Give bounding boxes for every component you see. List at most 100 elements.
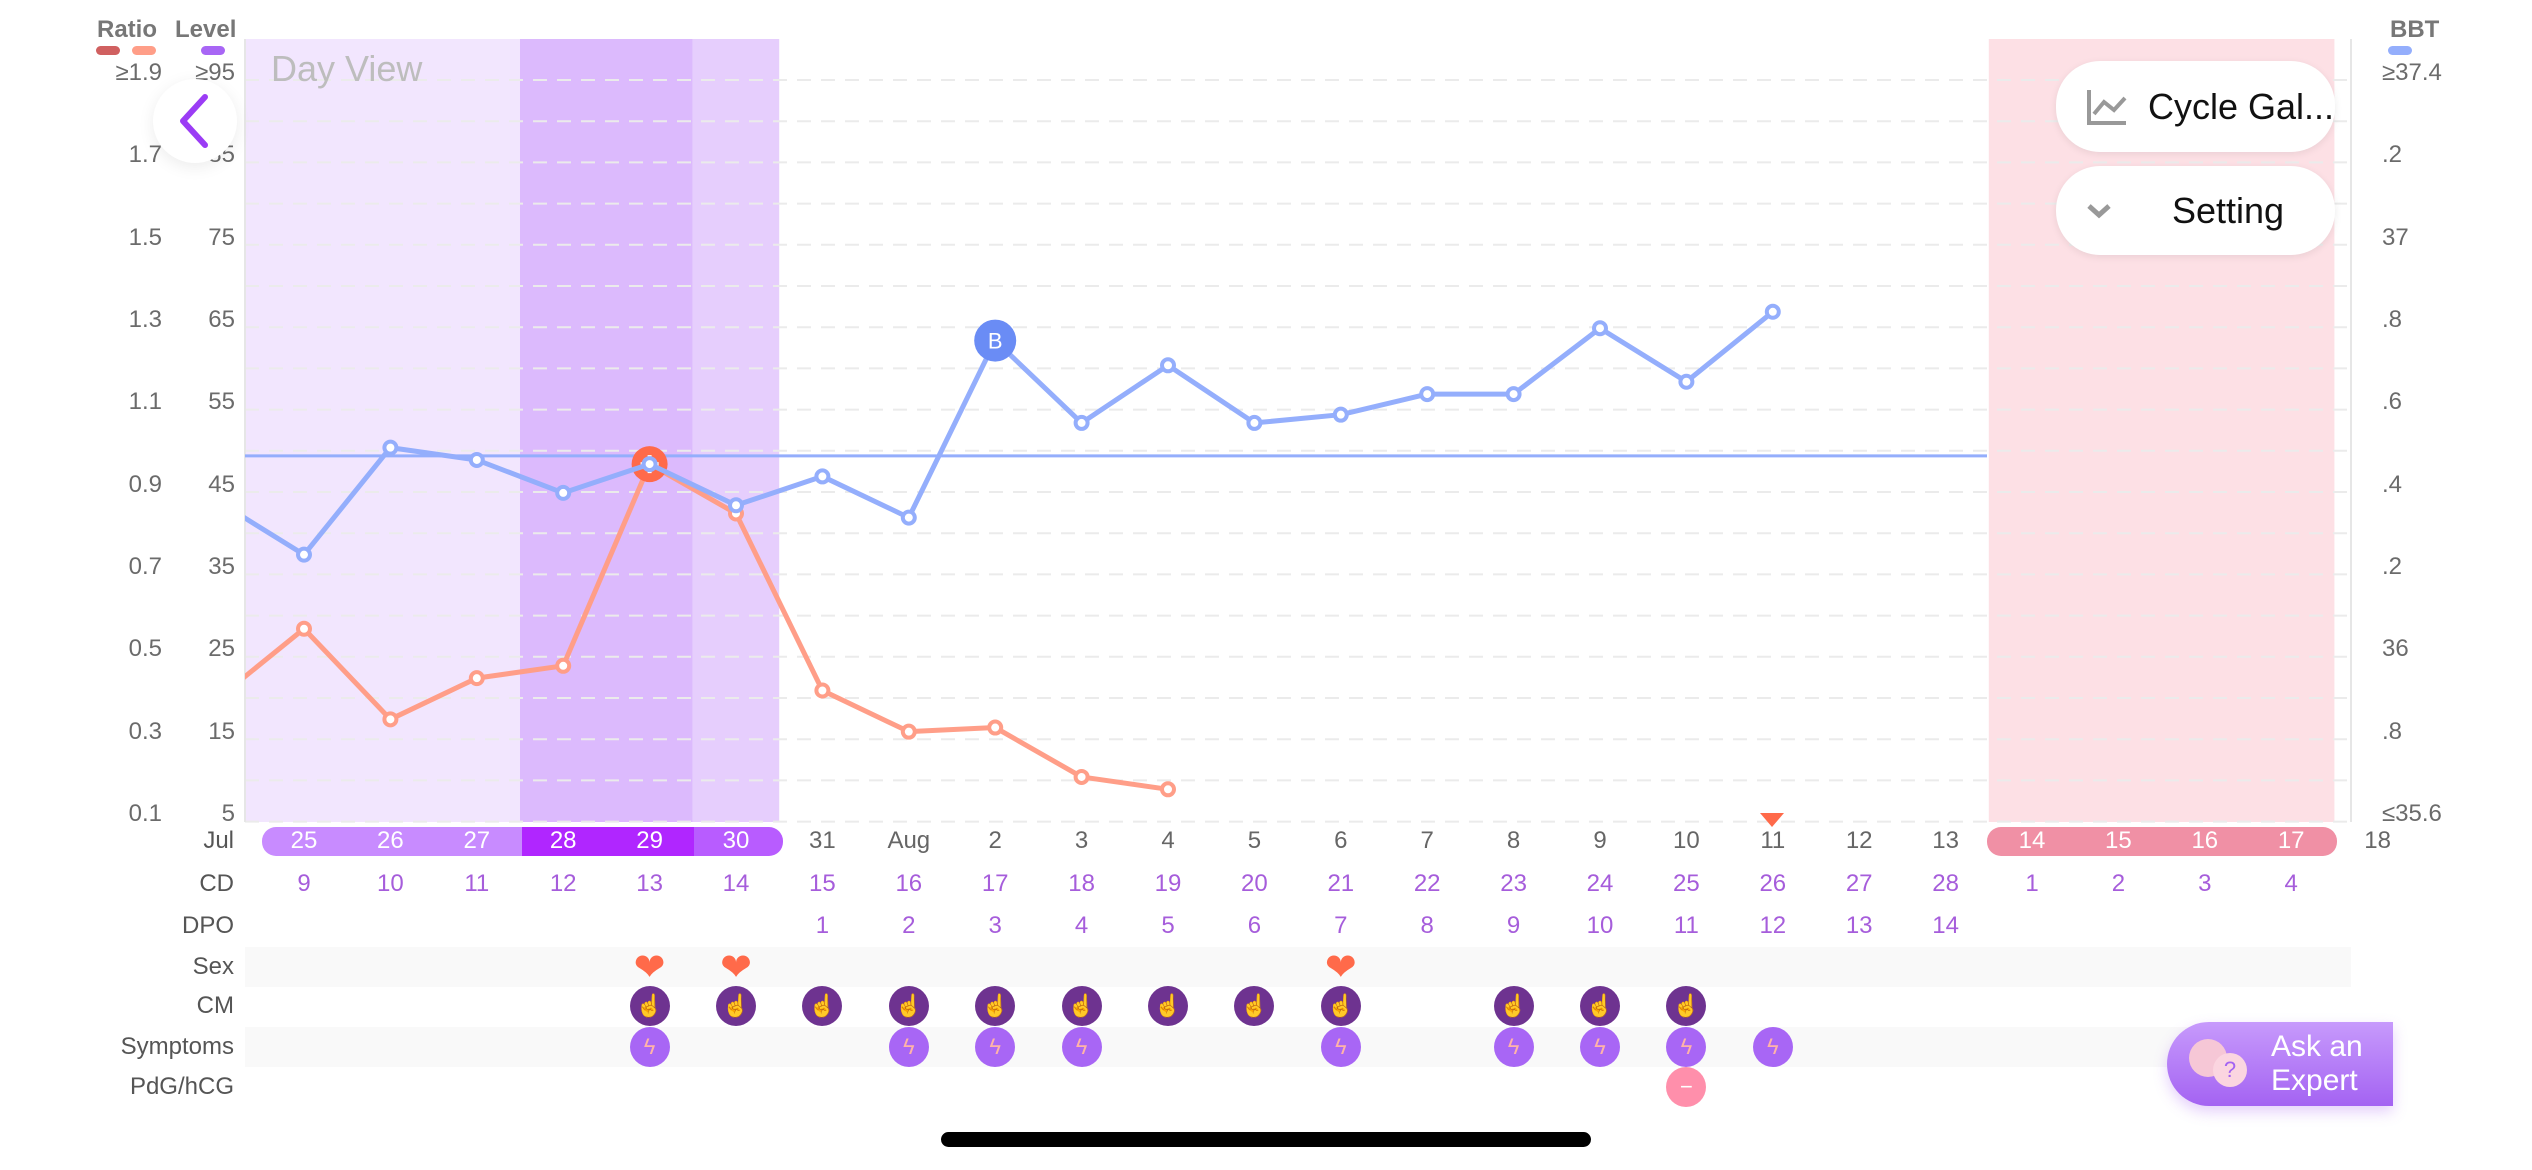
symptom-icon[interactable]: ϟ xyxy=(1666,1027,1707,1067)
cervical-mucus-icon[interactable]: ☝ xyxy=(1234,986,1275,1026)
date-cell[interactable]: 12 xyxy=(1845,827,1873,854)
cd-cell[interactable]: 14 xyxy=(722,870,750,897)
ask-expert-button[interactable]: ? Ask an Expert xyxy=(2167,1022,2393,1106)
home-indicator[interactable] xyxy=(941,1132,1591,1147)
cd-cell[interactable]: 15 xyxy=(809,870,836,897)
ratio-tick: 1.7 xyxy=(128,141,162,169)
symptom-icon[interactable]: ϟ xyxy=(888,1027,929,1067)
dpo-cell[interactable]: 10 xyxy=(1586,912,1614,939)
cd-cell[interactable]: 21 xyxy=(1327,870,1355,897)
cd-cell[interactable]: 1 xyxy=(2025,870,2039,897)
dpo-cell[interactable]: 1 xyxy=(815,912,830,939)
cervical-mucus-icon[interactable]: ☝ xyxy=(1320,986,1361,1026)
cervical-mucus-icon[interactable]: ☝ xyxy=(1580,986,1620,1026)
date-cell[interactable]: 18 xyxy=(2364,827,2391,854)
cervical-mucus-icon[interactable]: ☝ xyxy=(975,986,1016,1026)
pdg-negative-icon[interactable]: − xyxy=(1666,1067,1707,1107)
cd-cell[interactable]: 13 xyxy=(636,870,663,897)
heart-icon[interactable]: ❤ xyxy=(1324,946,1357,989)
symptom-icon[interactable]: ϟ xyxy=(975,1027,1016,1067)
date-cell[interactable]: 26 xyxy=(377,827,404,854)
cervical-mucus-icon[interactable]: ☝ xyxy=(629,986,670,1026)
symptom-icon[interactable]: ϟ xyxy=(1580,1027,1620,1067)
cd-cell[interactable]: 27 xyxy=(1845,870,1873,897)
date-cell[interactable]: 27 xyxy=(463,827,491,854)
dpo-cell[interactable]: 2 xyxy=(902,912,916,939)
cd-cell[interactable]: 18 xyxy=(1068,870,1095,897)
symptom-icon[interactable]: ϟ xyxy=(1493,1027,1534,1067)
date-cell[interactable]: 5 xyxy=(1247,827,1262,854)
date-cell[interactable]: 28 xyxy=(549,827,577,854)
cervical-mucus-icon[interactable]: ☝ xyxy=(1061,986,1102,1026)
date-cell[interactable]: 3 xyxy=(1074,827,1089,854)
date-cell[interactable]: 17 xyxy=(2277,827,2305,854)
symptom-icon[interactable]: ϟ xyxy=(1752,1027,1793,1067)
symptom-icon[interactable]: ϟ xyxy=(1061,1027,1102,1067)
dpo-cell[interactable]: 8 xyxy=(1420,912,1434,939)
cervical-mucus-icon[interactable]: ☝ xyxy=(1493,986,1534,1026)
date-cell[interactable]: 31 xyxy=(809,827,836,854)
level-tick: 5 xyxy=(221,800,235,827)
heart-icon[interactable]: ❤ xyxy=(633,946,666,989)
cd-cell[interactable]: 17 xyxy=(981,870,1009,897)
cervical-mucus-icon[interactable]: ☝ xyxy=(802,986,843,1026)
cd-cell[interactable]: 25 xyxy=(1673,870,1700,897)
cd-cell[interactable]: 28 xyxy=(1932,870,1959,897)
cd-cell[interactable]: 16 xyxy=(895,870,923,897)
cd-cell[interactable]: 9 xyxy=(297,870,311,897)
dpo-cell[interactable]: 4 xyxy=(1074,912,1089,939)
dpo-cell[interactable]: 9 xyxy=(1506,912,1521,939)
date-cell[interactable]: 9 xyxy=(1593,827,1607,854)
cd-cell[interactable]: 3 xyxy=(2198,870,2212,897)
cervical-mucus-icon[interactable]: ☝ xyxy=(716,986,756,1026)
cervical-mucus-icon[interactable]: ☝ xyxy=(888,986,929,1026)
date-cell[interactable]: 16 xyxy=(2191,827,2219,854)
date-cell[interactable]: 15 xyxy=(2105,827,2132,854)
cd-cell[interactable]: 19 xyxy=(1154,870,1182,897)
date-cell[interactable]: Aug xyxy=(887,827,931,854)
cd-cell[interactable]: 4 xyxy=(2284,870,2298,897)
dpo-cell[interactable]: 7 xyxy=(1334,912,1348,939)
ask-expert-line2: Expert xyxy=(2271,1064,2358,1097)
cd-cell[interactable]: 23 xyxy=(1500,870,1527,897)
dpo-cell[interactable]: 13 xyxy=(1845,912,1873,939)
date-cell[interactable]: 4 xyxy=(1161,827,1175,854)
cervical-mucus-icon[interactable]: ☝ xyxy=(1148,986,1188,1026)
date-cell[interactable]: 6 xyxy=(1334,827,1348,854)
heart-icon[interactable]: ❤ xyxy=(720,946,752,989)
chat-expert-icon: ? xyxy=(2189,1039,2251,1089)
dpo-cell[interactable]: 3 xyxy=(988,912,1002,939)
date-cell[interactable]: 8 xyxy=(1506,827,1521,854)
date-cell[interactable]: 13 xyxy=(1932,827,1959,854)
dpo-cell[interactable]: 14 xyxy=(1932,912,1959,939)
symptom-icon[interactable]: ϟ xyxy=(1320,1027,1361,1067)
date-cell[interactable]: 14 xyxy=(2018,827,2046,854)
date-cell[interactable]: 30 xyxy=(722,827,750,854)
cd-cell[interactable]: 20 xyxy=(1241,870,1268,897)
dpo-cell[interactable]: 5 xyxy=(1161,912,1175,939)
symptom-icon[interactable]: ϟ xyxy=(629,1027,670,1067)
dpo-cell[interactable]: 11 xyxy=(1673,912,1699,939)
cycle-gallery-button[interactable]: Cycle Gal... xyxy=(2056,61,2335,152)
cd-cell[interactable]: 11 xyxy=(464,870,490,897)
cd-cell[interactable]: 10 xyxy=(377,870,404,897)
cd-cell[interactable]: 2 xyxy=(2111,870,2126,897)
setting-button[interactable]: Setting xyxy=(2056,166,2335,255)
date-cell[interactable]: 25 xyxy=(290,827,318,854)
date-cell[interactable]: 7 xyxy=(1420,827,1434,854)
cd-cell[interactable]: 26 xyxy=(1759,870,1787,897)
cervical-mucus-icon[interactable]: ☝ xyxy=(1666,986,1707,1026)
date-cell[interactable]: 29 xyxy=(636,827,663,854)
date-cell[interactable]: 11 xyxy=(1760,827,1786,854)
ratio-swatch xyxy=(132,46,156,55)
dpo-cell[interactable]: 12 xyxy=(1759,912,1787,939)
cd-cell[interactable]: 24 xyxy=(1586,870,1614,897)
dpo-cell[interactable]: 6 xyxy=(1247,912,1262,939)
date-cell[interactable]: 10 xyxy=(1673,827,1700,854)
chevron-down-icon xyxy=(2087,203,2111,218)
cd-cell[interactable]: 12 xyxy=(549,870,577,897)
date-cell[interactable]: 2 xyxy=(988,827,1002,854)
cd-cell[interactable]: 22 xyxy=(1413,870,1441,897)
back-button[interactable] xyxy=(153,79,237,163)
cycle-chart[interactable]: B xyxy=(0,0,2532,870)
